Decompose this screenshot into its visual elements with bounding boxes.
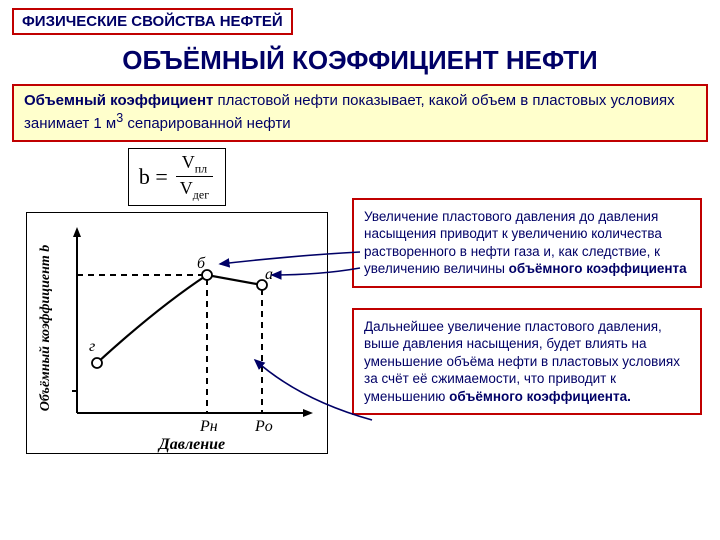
svg-text:Pн: Pн [199,418,218,435]
formula-num: Vпл [176,153,213,178]
svg-text:б: б [197,255,206,272]
svg-text:г: г [89,338,95,355]
section-header: ФИЗИЧЕСКИЕ СВОЙСТВА НЕФТЕЙ [12,8,293,35]
formula-den: Vдег [174,177,215,201]
svg-text:Давление: Давление [157,436,225,453]
chart: г б а Pн Pо Давление Объёмный коэффициен… [26,212,328,454]
svg-text:Pо: Pо [254,418,273,435]
definition-bold: Объемный коэффициент [24,92,213,109]
content-row: b = Vпл Vдег [12,148,708,454]
formula-lhs: b = [139,164,168,190]
formula-box: b = Vпл Vдег [128,148,226,206]
right-column: Увеличение пластового давления до давлен… [352,148,702,454]
formula-fraction: Vпл Vдег [174,153,215,201]
info-1-bold: объёмного коэффициента [509,261,687,276]
left-column: b = Vпл Vдег [12,148,342,454]
section-header-text: ФИЗИЧЕСКИЕ СВОЙСТВА НЕФТЕЙ [22,13,283,30]
info-box-1: Увеличение пластового давления до давлен… [352,198,702,288]
definition-box: Объемный коэффициент пластовой нефти пок… [12,84,708,142]
svg-text:а: а [265,266,273,283]
definition-text-2: сепарированной нефти [123,115,290,132]
page-title: ОБЪЁМНЫЙ КОЭФФИЦИЕНТ НЕФТИ [12,45,708,76]
info-2-bold: объёмного коэффициента. [449,389,631,404]
info-box-2: Дальнейшее увеличение пластового давлени… [352,308,702,416]
chart-svg: г б а Pн Pо Давление Объёмный коэффициен… [27,213,327,453]
svg-text:Объёмный коэффициент b: Объёмный коэффициент b [38,244,53,410]
